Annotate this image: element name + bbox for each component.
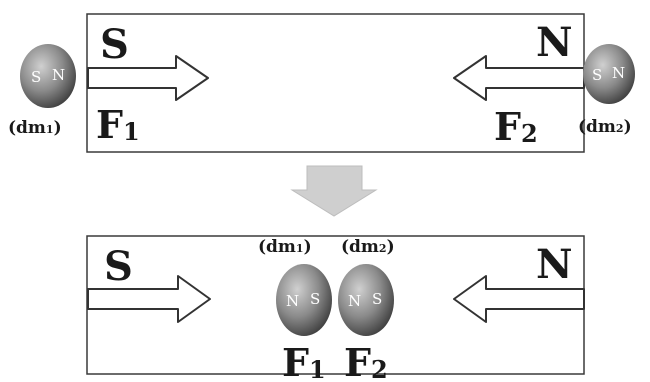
- top-dipole-left: S N: [20, 44, 76, 108]
- bottom-dipole-right-label: (dm2): [341, 237, 395, 257]
- bottom-dipole-left-north: N: [286, 292, 299, 310]
- top-force-f1-label: F1: [96, 102, 140, 147]
- bottom-force-f1-label: F1: [282, 340, 326, 382]
- top-dipole-left-label: (dm1): [8, 118, 62, 138]
- top-right-pole-label: N: [536, 19, 573, 66]
- top-dipole-left-north: N: [52, 66, 65, 84]
- bottom-left-pole-label: S: [104, 243, 133, 290]
- bottom-force-arrow-left: [453, 275, 585, 323]
- top-dipole-right-label: (dm2): [578, 117, 632, 137]
- top-dipole-right-south: S: [592, 66, 602, 84]
- bottom-force-f2-label: F2: [344, 340, 388, 382]
- bottom-dipole-left-label: (dm1): [258, 237, 312, 257]
- top-left-pole-label: S: [100, 21, 129, 68]
- top-dipole-right: S N: [583, 44, 635, 104]
- bottom-right-pole-label: N: [536, 241, 573, 288]
- top-dipole-right-north: N: [612, 64, 625, 82]
- top-force-arrow-left: [453, 55, 585, 101]
- top-force-f2-label: F2: [494, 104, 538, 149]
- bottom-dipole-right-south: S: [372, 290, 382, 308]
- bottom-dipole-right-north: N: [348, 292, 361, 310]
- bottom-dipole-right: N S: [338, 264, 394, 336]
- bottom-dipole-left: N S: [276, 264, 332, 336]
- bottom-dipole-left-south: S: [310, 290, 320, 308]
- bottom-force-arrow-right: [87, 275, 211, 323]
- transition-down-arrow: [290, 165, 378, 217]
- top-force-arrow-right: [87, 55, 209, 101]
- top-dipole-left-south: S: [31, 68, 41, 86]
